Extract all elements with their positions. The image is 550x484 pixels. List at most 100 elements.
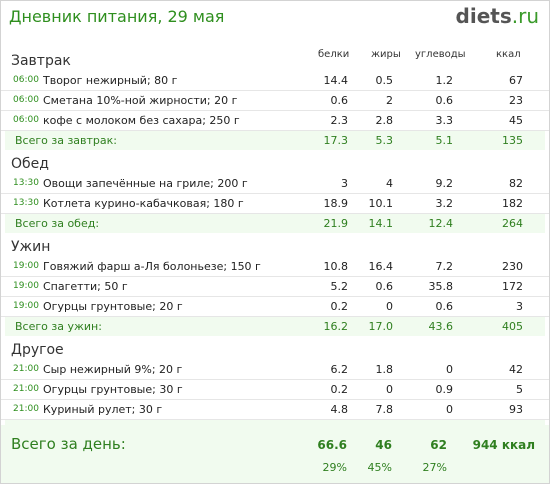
col-fat: жиры: [371, 49, 401, 60]
site-logo[interactable]: diets.ru: [456, 4, 539, 28]
meal-row[interactable]: 19:00 Спагетти; 50 г 5.2 0.6 35.8 172: [1, 277, 549, 297]
meal-row[interactable]: 21:00 Куриный рулет; 30 г 4.8 7.8 0 93: [1, 400, 549, 420]
section-title-lunch: Обед: [11, 156, 49, 172]
fat-value: 0: [386, 383, 393, 396]
protein-value: 0.2: [330, 383, 349, 396]
meal-row[interactable]: 06:00 кофе с молоком без сахара; 250 г 2…: [1, 111, 549, 131]
section-title-dinner: Ужин: [11, 239, 51, 255]
fat-value: 10.1: [368, 197, 394, 210]
section-title-other: Другое: [11, 342, 64, 358]
total-carbs: 5.1: [435, 134, 454, 147]
meal-time: 13:30: [13, 198, 39, 208]
day-fat: 46: [375, 438, 392, 452]
kcal-value: 172: [502, 280, 523, 293]
fat-value: 2: [386, 94, 393, 107]
logo-main: diets: [455, 4, 512, 28]
food-name: Овощи запечённые на гриле; 200 г: [43, 177, 248, 190]
meal-row[interactable]: 13:30 Овощи запечённые на гриле; 200 г 3…: [1, 174, 549, 194]
kcal-value: 230: [502, 260, 523, 273]
total-fat: 5.3: [375, 134, 394, 147]
food-name: Огурцы грунтовые; 30 г: [43, 383, 183, 396]
carbs-value: 7.2: [435, 260, 454, 273]
kcal-value: 82: [509, 177, 523, 190]
day-protein: 66.6: [317, 438, 347, 452]
food-name: Котлета курино-кабачковая; 180 г: [43, 197, 244, 210]
protein-value: 4.8: [330, 403, 349, 416]
meal-row[interactable]: 21:00 Огурцы грунтовые; 30 г 0.2 0 0.9 5: [1, 380, 549, 400]
kcal-value: 3: [516, 300, 523, 313]
carbs-value: 0.9: [435, 383, 454, 396]
food-name: Сметана 10%-ной жирности; 20 г: [43, 94, 238, 107]
total-protein: 17.3: [323, 134, 349, 147]
carbs-value: 0.6: [435, 300, 454, 313]
total-kcal: 135: [502, 134, 523, 147]
meal-row[interactable]: 06:00 Творог нежирный; 80 г 14.4 0.5 1.2…: [1, 71, 549, 91]
col-protein: белки: [318, 49, 350, 60]
logo-tld: .ru: [511, 4, 539, 28]
carbs-value: 9.2: [435, 177, 454, 190]
carbs-value: 0: [446, 403, 453, 416]
meal-time: 06:00: [13, 115, 39, 125]
kcal-value: 5: [516, 383, 523, 396]
kcal-value: 23: [509, 94, 523, 107]
col-carbs: углеводы: [415, 49, 466, 60]
food-name: Огурцы грунтовые; 20 г: [43, 300, 183, 313]
protein-value: 6.2: [330, 363, 349, 376]
day-carbs: 62: [430, 438, 447, 452]
carbs-value: 0: [446, 363, 453, 376]
total-label: Всего за обед:: [15, 217, 100, 230]
fat-value: 2.8: [375, 114, 394, 127]
day-kcal: 944 ккал: [472, 438, 535, 452]
protein-value: 14.4: [323, 74, 349, 87]
fat-value: 4: [386, 177, 393, 190]
fat-value: 0: [386, 300, 393, 313]
section-total-row: Всего за обед: 21.9 14.1 12.4 264: [5, 214, 545, 233]
kcal-value: 93: [509, 403, 523, 416]
total-kcal: 264: [502, 217, 523, 230]
diary-content: белки жиры углеводы ккал Завтрак 06:00 Т…: [1, 45, 549, 439]
meal-time: 19:00: [13, 281, 39, 291]
section-total-row: Всего за завтрак: 17.3 5.3 5.1 135: [5, 131, 545, 150]
food-name: Спагетти; 50 г: [43, 280, 128, 293]
carbs-value: 35.8: [428, 280, 454, 293]
section-total-row: Всего за ужин: 16.2 17.0 43.6 405: [5, 317, 545, 336]
meal-time: 06:00: [13, 95, 39, 105]
total-protein: 21.9: [323, 217, 349, 230]
kcal-value: 45: [509, 114, 523, 127]
total-carbs: 43.6: [428, 320, 454, 333]
meal-time: 19:00: [13, 261, 39, 271]
total-fat: 17.0: [368, 320, 394, 333]
meal-row[interactable]: 06:00 Сметана 10%-ной жирности; 20 г 0.6…: [1, 91, 549, 111]
meal-row[interactable]: 13:30 Котлета курино-кабачковая; 180 г 1…: [1, 194, 549, 214]
protein-value: 2.3: [330, 114, 349, 127]
protein-value: 0.2: [330, 300, 349, 313]
protein-value: 0.6: [330, 94, 349, 107]
protein-value: 5.2: [330, 280, 349, 293]
food-name: Куриный рулет; 30 г: [43, 403, 163, 416]
meal-time: 06:00: [13, 75, 39, 85]
day-total-panel: Всего за день: 66.6 46 62 944 ккал 29% 4…: [1, 425, 549, 483]
kcal-value: 67: [509, 74, 523, 87]
total-protein: 16.2: [323, 320, 349, 333]
day-protein-pct: 29%: [322, 461, 347, 474]
section-title-breakfast: Завтрак: [11, 53, 71, 69]
total-label: Всего за завтрак:: [15, 134, 118, 147]
meal-row[interactable]: 19:00 Говяжий фарш а-Ля болоньезе; 150 г…: [1, 257, 549, 277]
protein-value: 18.9: [323, 197, 349, 210]
page-title: Дневник питания, 29 мая: [9, 7, 225, 26]
day-carbs-pct: 27%: [422, 461, 447, 474]
total-fat: 14.1: [368, 217, 394, 230]
kcal-value: 182: [502, 197, 523, 210]
fat-value: 16.4: [368, 260, 394, 273]
fat-value: 0.6: [375, 280, 394, 293]
food-name: Говяжий фарш а-Ля болоньезе; 150 г: [43, 260, 261, 273]
meal-row[interactable]: 21:00 Сыр нежирный 9%; 20 г 6.2 1.8 0 42: [1, 360, 549, 380]
fat-value: 7.8: [375, 403, 394, 416]
meal-time: 13:30: [13, 178, 39, 188]
col-kcal: ккал: [496, 49, 521, 60]
meal-time: 19:00: [13, 301, 39, 311]
carbs-value: 3.2: [435, 197, 454, 210]
food-name: кофе с молоком без сахара; 250 г: [43, 114, 240, 127]
meal-time: 21:00: [13, 364, 39, 374]
meal-row[interactable]: 19:00 Огурцы грунтовые; 20 г 0.2 0 0.6 3: [1, 297, 549, 317]
